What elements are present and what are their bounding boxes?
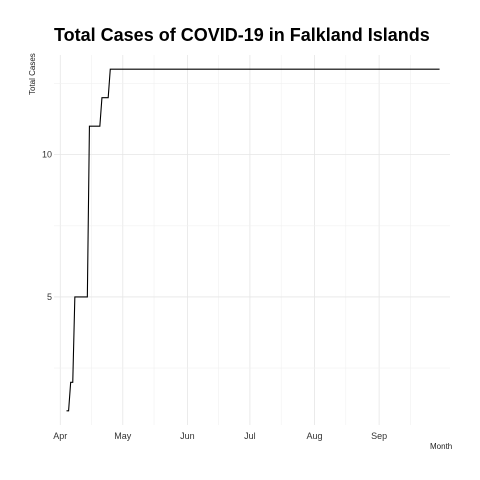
y-tick-label: 10 bbox=[42, 150, 52, 160]
axis-ticks: Apr May Jun Jul Aug Sep 5 10 bbox=[42, 150, 387, 441]
y-tick-label: 5 bbox=[47, 292, 52, 302]
series-lines bbox=[66, 68, 440, 412]
series-line bbox=[66, 68, 440, 412]
x-tick-label: Jun bbox=[180, 431, 195, 441]
x-tick-label: Sep bbox=[371, 431, 387, 441]
x-axis-label: Month bbox=[430, 442, 453, 451]
x-tick-label: May bbox=[114, 431, 132, 441]
x-tick-label: Aug bbox=[307, 431, 323, 441]
grid bbox=[54, 55, 450, 425]
x-tick-label: Jul bbox=[244, 431, 256, 441]
chart-title: Total Cases of COVID-19 in Falkland Isla… bbox=[54, 25, 430, 45]
x-tick-label: Apr bbox=[53, 431, 67, 441]
